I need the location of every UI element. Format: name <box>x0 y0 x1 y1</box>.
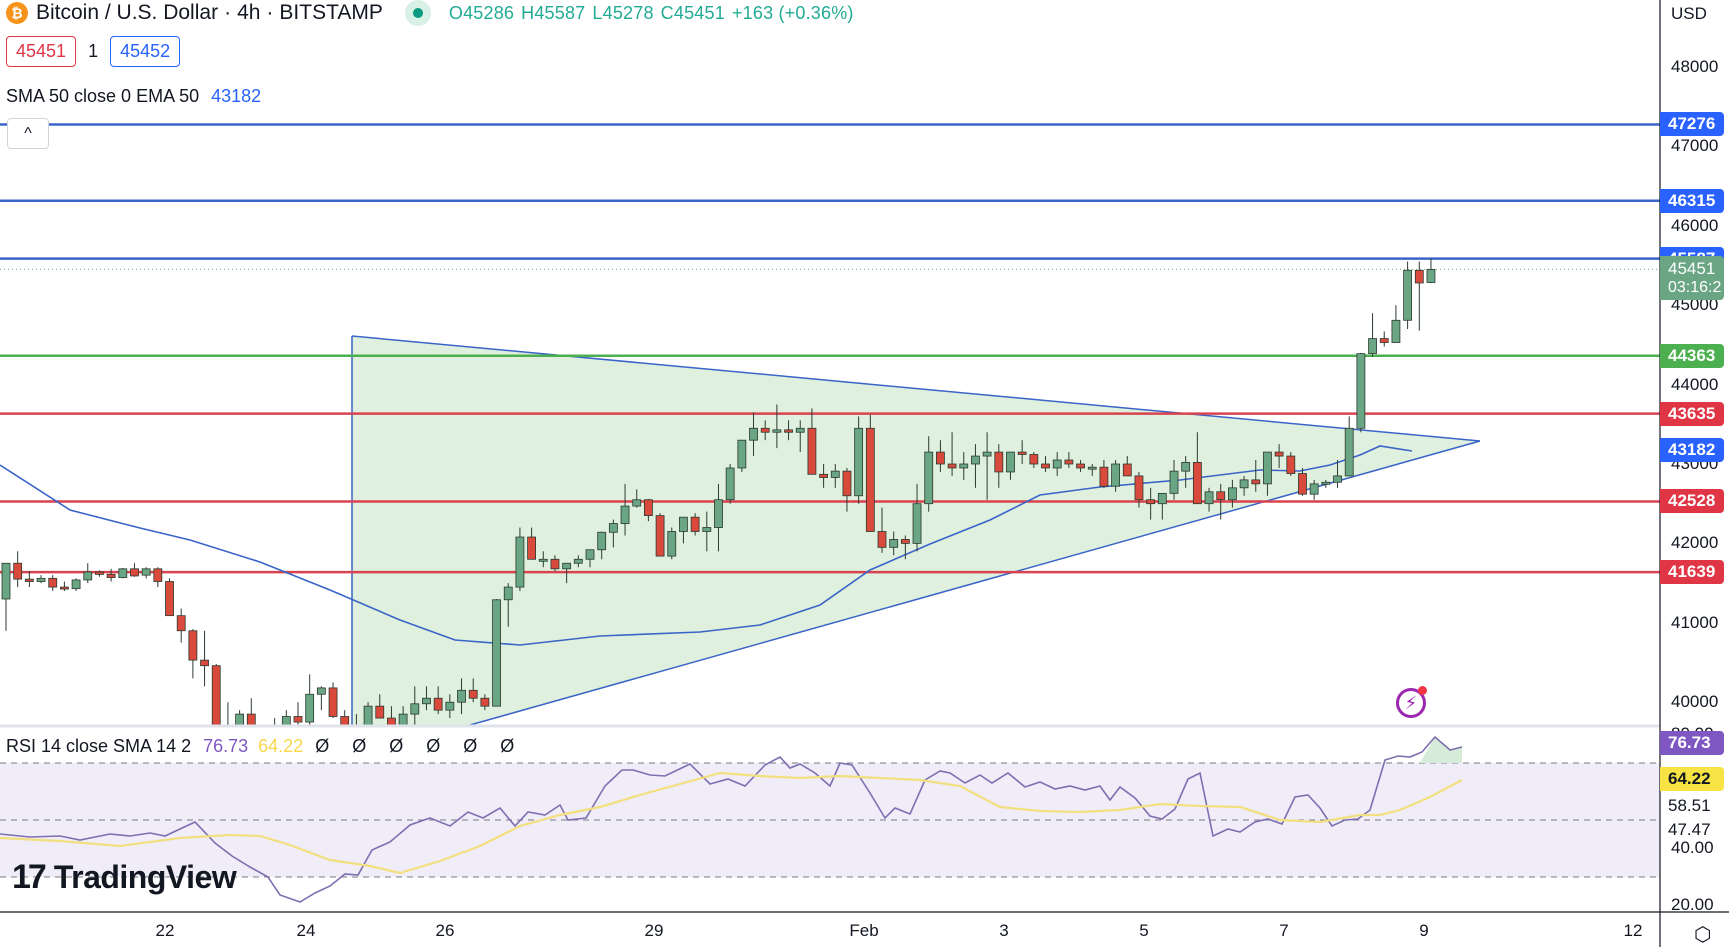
change-value: +163 (+0.36%) <box>731 2 854 23</box>
rsi-sma-value: 64.22 <box>258 736 304 756</box>
high-value: H45587 <box>521 2 586 23</box>
rsi-line[interactable] <box>0 735 1463 903</box>
price-tick: 42000 <box>1671 533 1719 553</box>
triangle-upper-line[interactable] <box>351 335 1481 442</box>
price-tag-45451: 45451 03:16:2 <box>1660 256 1724 301</box>
rsi-tag-76.73: 76.73 <box>1660 731 1724 755</box>
low-value: L45278 <box>592 2 654 23</box>
market-open-status-icon <box>404 0 431 26</box>
time-tick: 3 <box>999 921 1009 940</box>
rsi-tag-64.22: 64.22 <box>1660 767 1724 791</box>
bitcoin-icon: ₿ <box>6 2 28 24</box>
price-tick: 47000 <box>1671 136 1719 156</box>
bid-ask-panel: 45451 1 45452 <box>6 36 181 67</box>
time-tick: 29 <box>644 921 664 940</box>
price-tag-43182: 43182 <box>1660 437 1724 462</box>
buy-button[interactable]: 45452 <box>110 36 181 67</box>
sell-button[interactable]: 45451 <box>6 36 77 67</box>
rsi-label: RSI 14 close SMA 14 2 <box>6 736 192 756</box>
price-tick: 46000 <box>1671 215 1719 235</box>
close-value: C45451 <box>660 2 725 23</box>
lightning-alert-icon[interactable]: ⚡ <box>1396 686 1427 718</box>
rsi-legend[interactable]: RSI 14 close SMA 14 2 76.73 64.22 Ø Ø Ø … <box>6 736 523 757</box>
separator: · <box>266 1 274 24</box>
candlesticks[interactable] <box>1 258 1436 726</box>
time-tick: 24 <box>296 921 316 940</box>
rsi-tag-58.51: 58.51 <box>1668 796 1711 815</box>
rsi-tick: 40.00 <box>1671 837 1714 857</box>
price-tag-44363: 44363 <box>1660 343 1724 368</box>
symbol-name[interactable]: Bitcoin / U.S. Dollar <box>36 1 219 24</box>
settings-icon[interactable]: ⬡ <box>1694 924 1712 946</box>
price-tag-43635: 43635 <box>1660 401 1724 426</box>
ema-50-line[interactable] <box>0 445 1413 646</box>
indicator-legend-ema[interactable]: SMA 50 close 0 EMA 50 43182 <box>6 86 261 107</box>
rsi-tag-47.47: 47.47 <box>1668 820 1711 839</box>
price-tag-42528: 42528 <box>1660 489 1724 514</box>
tradingview-logo[interactable]: 17 TradingView <box>12 858 237 897</box>
tradingview-logo-text: TradingView <box>53 859 237 895</box>
open-value: O45286 <box>448 2 515 23</box>
time-tick: 7 <box>1279 921 1289 940</box>
interval-label[interactable]: 4h <box>237 1 261 24</box>
rsi-overbought-fill <box>1420 737 1462 763</box>
time-tick: 26 <box>435 921 455 940</box>
separator: · <box>224 1 232 24</box>
price-tick: 41000 <box>1671 612 1719 632</box>
price-tag-47276: 47276 <box>1660 112 1724 137</box>
time-tick: Feb <box>849 921 879 940</box>
price-tick: 44000 <box>1671 374 1719 394</box>
time-tick: 5 <box>1139 921 1149 940</box>
rsi-tick: 20.00 <box>1671 894 1714 914</box>
price-tick: 40000 <box>1671 692 1719 712</box>
rsi-sma-line[interactable] <box>0 771 1463 875</box>
price-tag-41639: 41639 <box>1660 560 1724 585</box>
symbol-legend: ₿ Bitcoin / U.S. Dollar · 4h · BITSTAMP … <box>6 0 861 26</box>
collapse-legend-button[interactable]: ^ <box>7 118 49 149</box>
time-tick: 9 <box>1419 921 1429 940</box>
price-tag-46315: 46315 <box>1660 188 1724 213</box>
rsi-value: 76.73 <box>203 736 249 756</box>
tradingview-mark-icon: 17 <box>12 858 47 896</box>
time-tick: 12 <box>1623 921 1643 940</box>
price-tick: 48000 <box>1671 57 1719 76</box>
spread-value: 1 <box>88 41 99 61</box>
indicator-label: SMA 50 close 0 EMA 50 <box>6 86 200 106</box>
chevron-up-icon: ^ <box>24 124 32 142</box>
time-tick: 22 <box>155 921 175 940</box>
exchange-label: BITSTAMP <box>279 1 383 24</box>
rsi-na-values: Ø Ø Ø Ø Ø Ø <box>315 736 524 756</box>
ohlc-values: O45286 H45587 L45278 C45451 +163 (+0.36%) <box>449 3 861 24</box>
indicator-value: 43182 <box>211 86 262 106</box>
currency-label[interactable]: USD <box>1671 4 1707 23</box>
